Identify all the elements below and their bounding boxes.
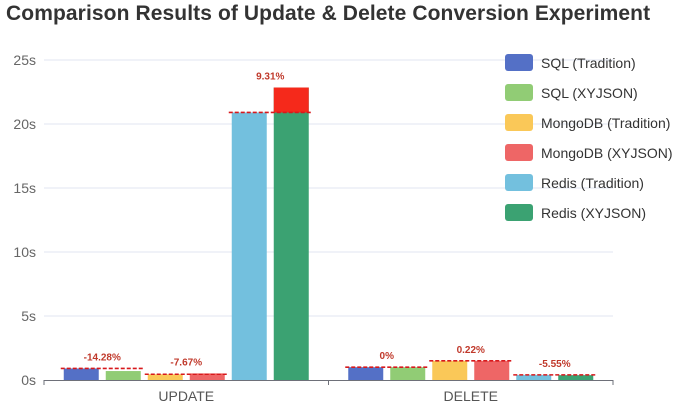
legend-label: MongoDB (XYJSON) [541,145,672,161]
legend-label: MongoDB (Tradition) [541,115,670,131]
bar[interactable] [189,373,225,380]
x-axis: UPDATE DELETE [43,380,614,404]
bar[interactable] [63,368,99,380]
percentage-label: 0% [380,351,395,362]
y-tick-label: 0s [21,372,36,388]
legend[interactable]: SQL (Tradition) SQL (XYJSON) MongoDB (Trad… [505,54,672,221]
legend-item[interactable]: SQL (Tradition) [505,54,636,71]
y-tick-label: 10s [13,244,36,260]
percentage-label: -7.67% [170,358,202,369]
chart-title: Comparison Results of Update & Delete Co… [6,2,651,25]
bar[interactable] [147,374,183,380]
y-tick-label: 15s [13,180,36,196]
bar[interactable] [474,360,510,380]
legend-swatch [505,114,533,131]
percentage-label: 9.31% [256,72,284,83]
y-tick-label: 20s [13,116,36,132]
legend-swatch [505,204,533,221]
y-tick-label: 25s [13,52,36,68]
bar[interactable] [273,87,309,381]
bar[interactable] [516,374,552,380]
legend-swatch [505,54,533,71]
x-category-label: DELETE [444,388,498,404]
legend-label: Redis (Tradition) [541,175,644,191]
y-tick-label: 5s [21,308,36,324]
bar[interactable] [558,375,594,380]
legend-item[interactable]: Redis (XYJSON) [505,204,646,221]
bar[interactable] [348,367,384,380]
bar[interactable] [390,367,426,380]
percentage-label: -14.28% [84,352,121,363]
bar[interactable] [432,360,468,380]
x-category-label: UPDATE [158,388,214,404]
legend-label: SQL (XYJSON) [541,85,638,101]
legend-swatch [505,174,533,191]
percentage-label: 0.22% [457,345,485,356]
legend-item[interactable]: MongoDB (XYJSON) [505,144,672,161]
legend-label: Redis (XYJSON) [541,205,646,221]
legend-item[interactable]: SQL (XYJSON) [505,84,638,101]
increase-highlight [273,87,309,113]
legend-item[interactable]: Redis (Tradition) [505,174,644,191]
legend-swatch [505,84,533,101]
legend-item[interactable]: MongoDB (Tradition) [505,114,670,131]
bar[interactable] [231,112,267,380]
legend-swatch [505,144,533,161]
legend-label: SQL (Tradition) [541,55,636,71]
bar[interactable] [105,371,141,380]
y-axis: 0s 5s 10s 15s 20s 25s [13,52,36,388]
percentage-label: -5.55% [539,359,571,370]
annotations: -14.28% -7.67% 9.31% 0% 0.22% -5.55% [60,72,597,376]
bars [63,87,594,381]
